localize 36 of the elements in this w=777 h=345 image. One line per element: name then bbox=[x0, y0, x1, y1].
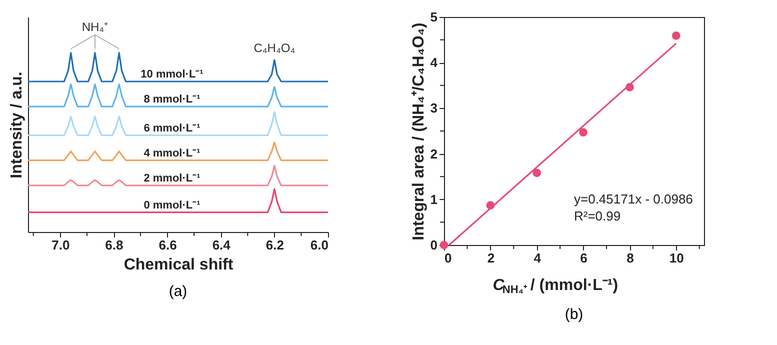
x-tick-label: 6.6 bbox=[158, 238, 177, 252]
y-axis-title: Intensity / a.u. bbox=[8, 72, 26, 178]
x-tick-label: 8 bbox=[626, 250, 634, 266]
x-tick-label: 6 bbox=[580, 250, 588, 266]
y-tick-label: 4 bbox=[430, 55, 438, 70]
x-tick-label: 6.2 bbox=[266, 238, 284, 252]
point bbox=[532, 168, 542, 178]
y-tick-label: 3 bbox=[430, 100, 438, 116]
series-label: 4 mmol·L⁻¹ bbox=[144, 147, 201, 160]
annotation: y=0.45171x - 0.0986 bbox=[574, 191, 693, 206]
y-tick-label: 1 bbox=[430, 192, 438, 207]
series-label: 8 mmol·L⁻¹ bbox=[144, 94, 201, 106]
series-label: 2 mmol·L⁻¹ bbox=[144, 172, 201, 184]
series-label: 0 mmol·L⁻¹ bbox=[144, 199, 201, 212]
annotation: R²=0.99 bbox=[574, 208, 621, 224]
x-tick-label: 6.8 bbox=[105, 238, 124, 252]
point bbox=[579, 128, 588, 137]
x-tick-label: 0 bbox=[444, 250, 452, 266]
point bbox=[672, 32, 680, 40]
x-tick-label: 6.4 bbox=[212, 238, 232, 252]
text: NH₄⁺ bbox=[82, 20, 108, 34]
x-tick-label: 7.0 bbox=[52, 238, 70, 252]
x-tick-label: 2 bbox=[487, 250, 495, 266]
x-tick-label: 6.0 bbox=[310, 238, 328, 252]
y-tick-label: 5 bbox=[430, 10, 438, 24]
y-tick-label: 2 bbox=[430, 146, 438, 162]
y-axis-title: Integral area / (NH₄⁺/C₄H₄O₄) bbox=[410, 22, 428, 240]
x-tick-label: 4 bbox=[534, 250, 542, 266]
x-axis-title: Chemical shift bbox=[124, 256, 234, 274]
x-tick-label: 10 bbox=[669, 250, 684, 266]
series-label: 10 mmol·L⁻¹ bbox=[140, 68, 204, 80]
text: (b) bbox=[564, 306, 584, 323]
annotation: C₄H₄O₄ bbox=[254, 41, 296, 55]
series-label: 6 mmol·L⁻¹ bbox=[144, 122, 201, 134]
point bbox=[440, 240, 448, 250]
text: (a) bbox=[168, 283, 188, 300]
